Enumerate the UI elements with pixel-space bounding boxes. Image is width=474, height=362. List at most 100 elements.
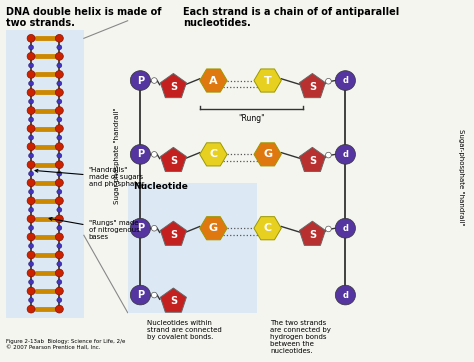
Ellipse shape [28, 244, 34, 248]
Ellipse shape [27, 52, 35, 60]
Polygon shape [254, 143, 281, 166]
Ellipse shape [27, 107, 35, 114]
Ellipse shape [57, 207, 62, 212]
Ellipse shape [55, 52, 64, 60]
Text: G: G [209, 223, 218, 233]
Text: Figure 2-13ab  Biology: Science for Life, 2/e
© 2007 Pearson Prentice Hall, Inc.: Figure 2-13ab Biology: Science for Life,… [6, 339, 126, 350]
Text: The two strands
are connected by
hydrogen bonds
between the
nucleotides.: The two strands are connected by hydroge… [270, 320, 331, 354]
Ellipse shape [335, 144, 356, 164]
Text: Nucleotide: Nucleotide [133, 181, 188, 190]
Ellipse shape [28, 63, 34, 68]
Text: P: P [137, 290, 144, 300]
Ellipse shape [27, 143, 35, 151]
Polygon shape [254, 217, 281, 240]
Ellipse shape [57, 226, 62, 230]
Text: S: S [170, 82, 177, 92]
Ellipse shape [326, 152, 331, 158]
Ellipse shape [27, 34, 35, 42]
Ellipse shape [55, 71, 64, 78]
Ellipse shape [27, 179, 35, 187]
Text: d: d [342, 291, 348, 300]
Ellipse shape [151, 78, 157, 83]
Ellipse shape [57, 279, 62, 285]
Polygon shape [200, 69, 227, 92]
Text: "Rung": "Rung" [238, 114, 264, 123]
Text: Nucleotides within
strand are connected
by covalent bonds.: Nucleotides within strand are connected … [147, 320, 222, 340]
Polygon shape [300, 73, 326, 98]
FancyBboxPatch shape [128, 182, 257, 313]
Polygon shape [160, 147, 186, 172]
Text: P: P [137, 150, 144, 159]
Text: S: S [170, 156, 177, 166]
Ellipse shape [335, 285, 356, 305]
Ellipse shape [130, 285, 150, 305]
Ellipse shape [27, 215, 35, 223]
Ellipse shape [28, 189, 34, 194]
Polygon shape [160, 221, 186, 245]
Text: C: C [264, 223, 272, 233]
Text: S: S [309, 156, 316, 166]
Ellipse shape [57, 117, 62, 122]
Text: S: S [309, 230, 316, 240]
Ellipse shape [27, 251, 35, 259]
Ellipse shape [55, 143, 64, 151]
Text: "Handrails"
made of sugars
and phosphates: "Handrails" made of sugars and phosphate… [35, 167, 145, 187]
Ellipse shape [28, 99, 34, 104]
Text: S: S [170, 230, 177, 240]
FancyBboxPatch shape [6, 30, 84, 318]
Ellipse shape [55, 161, 64, 169]
Ellipse shape [28, 171, 34, 176]
Ellipse shape [335, 71, 356, 90]
Ellipse shape [57, 171, 62, 176]
Ellipse shape [55, 305, 64, 313]
Ellipse shape [27, 161, 35, 169]
Ellipse shape [27, 269, 35, 277]
Text: Sugar-phosphate "handrail": Sugar-phosphate "handrail" [458, 129, 464, 226]
Polygon shape [160, 73, 186, 98]
Ellipse shape [28, 135, 34, 140]
Ellipse shape [57, 261, 62, 266]
Ellipse shape [28, 207, 34, 212]
Ellipse shape [27, 197, 35, 205]
Ellipse shape [55, 179, 64, 187]
Text: S: S [170, 296, 177, 306]
Ellipse shape [55, 251, 64, 259]
Text: C: C [210, 150, 218, 159]
Ellipse shape [28, 45, 34, 50]
Text: d: d [342, 150, 348, 159]
Ellipse shape [55, 233, 64, 241]
Text: A: A [209, 76, 218, 85]
Text: Sugar-phosphate "handrail": Sugar-phosphate "handrail" [114, 108, 120, 205]
Ellipse shape [57, 99, 62, 104]
Ellipse shape [151, 226, 157, 231]
Ellipse shape [27, 89, 35, 96]
Polygon shape [200, 217, 227, 240]
Ellipse shape [57, 135, 62, 140]
Ellipse shape [57, 45, 62, 50]
Ellipse shape [57, 81, 62, 86]
Text: Each strand is a chain of of antiparallel
nucleotides.: Each strand is a chain of of antiparalle… [183, 7, 399, 28]
Polygon shape [160, 288, 186, 312]
Ellipse shape [130, 218, 150, 238]
Text: G: G [263, 150, 272, 159]
Text: d: d [342, 76, 348, 85]
Text: P: P [137, 223, 144, 233]
Ellipse shape [28, 298, 34, 303]
Ellipse shape [151, 152, 157, 157]
Ellipse shape [55, 215, 64, 223]
Ellipse shape [55, 125, 64, 132]
Text: d: d [342, 224, 348, 233]
Ellipse shape [55, 269, 64, 277]
Polygon shape [300, 147, 326, 172]
Ellipse shape [55, 107, 64, 114]
Ellipse shape [57, 298, 62, 303]
Ellipse shape [27, 125, 35, 132]
Text: DNA double helix is made of
two strands.: DNA double helix is made of two strands. [6, 7, 162, 28]
Text: P: P [137, 76, 144, 85]
Ellipse shape [326, 79, 331, 84]
Polygon shape [300, 221, 326, 245]
Ellipse shape [326, 226, 331, 232]
Ellipse shape [27, 305, 35, 313]
Ellipse shape [55, 89, 64, 96]
Ellipse shape [55, 34, 64, 42]
